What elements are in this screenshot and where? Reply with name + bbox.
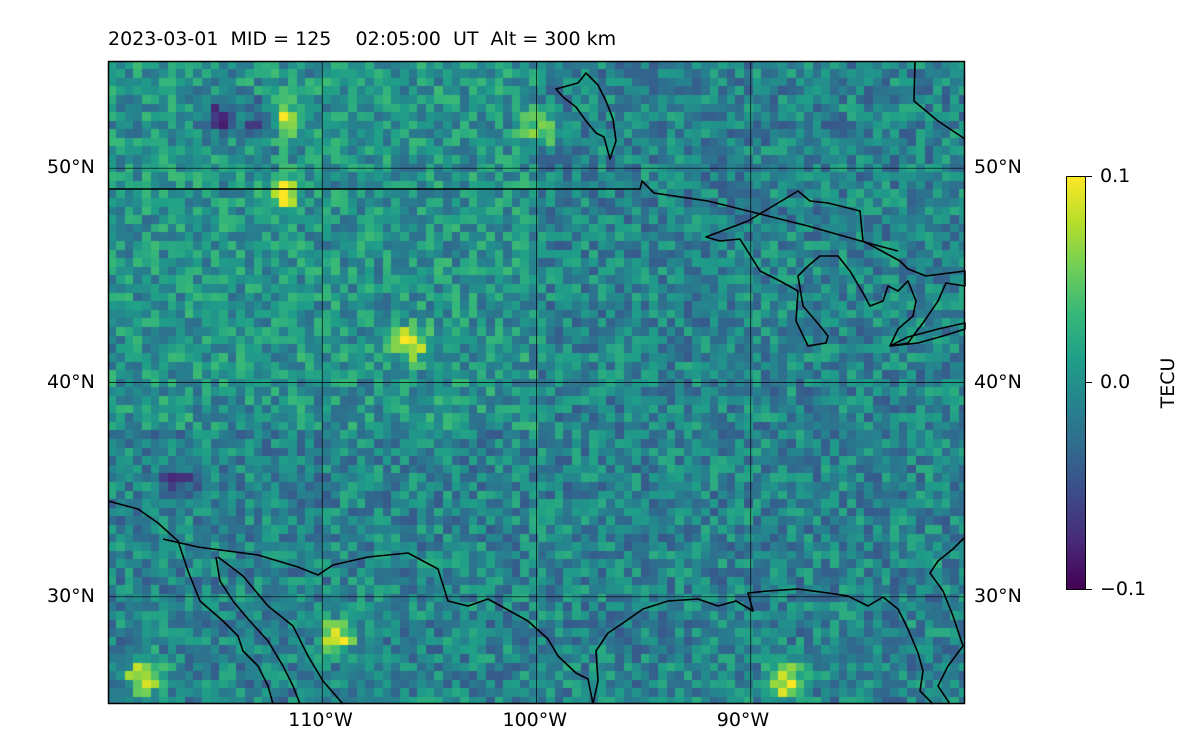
- us-canada-border: [108, 180, 899, 252]
- colorbar: [1066, 176, 1086, 590]
- atlantic-coast: [929, 536, 966, 705]
- lat-tick-label-right: 40°N: [974, 370, 1022, 393]
- colorbar-title: TECU: [1157, 357, 1179, 409]
- gulf-of-california-inner: [217, 556, 344, 705]
- great-lakes-outline: [705, 190, 966, 347]
- lat-tick-label-left: 40°N: [47, 370, 95, 393]
- lat-tick-label-right: 50°N: [974, 156, 1022, 179]
- lat-tick-label-left: 30°N: [47, 584, 95, 607]
- colorbar-label-mid: 0.0: [1100, 371, 1131, 393]
- us-mexico-border: [162, 538, 594, 705]
- colorbar-tick-max: [1086, 176, 1092, 177]
- lat-tick-label-right: 30°N: [974, 584, 1022, 607]
- lon-tick-label: 110°W: [288, 709, 353, 731]
- map-frame: [107, 60, 966, 705]
- lon-tick-label: 100°W: [502, 709, 568, 731]
- map-title: 2023-03-01 MID = 125 02:05:00 UT Alt = 3…: [108, 28, 617, 50]
- baja-peninsula-coast: [107, 500, 274, 705]
- map-panel[interactable]: [107, 60, 966, 705]
- colorbar-label-max: 0.1: [1100, 165, 1131, 187]
- east-coast-shore: [913, 60, 966, 140]
- gridlines: [108, 61, 965, 704]
- lon-tick-label: 90°W: [716, 709, 770, 731]
- colorbar-label-min: −0.1: [1100, 578, 1147, 600]
- hudson-bay-shore: [555, 72, 617, 160]
- lat-tick-label-left: 50°N: [47, 156, 95, 179]
- gulf-coast: [592, 588, 934, 705]
- map-overlay: [107, 60, 966, 705]
- colorbar-tick-min: [1086, 589, 1092, 590]
- sonora-coast: [215, 556, 301, 705]
- colorbar-tick-mid: [1086, 382, 1092, 383]
